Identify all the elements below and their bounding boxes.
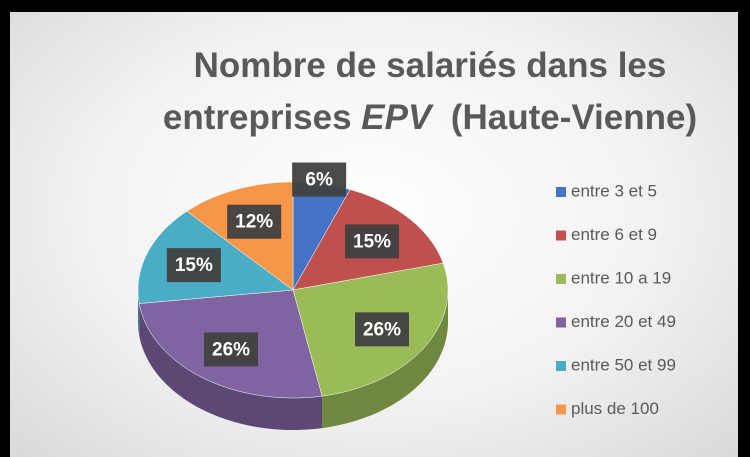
data-label-box — [345, 224, 400, 259]
slice-side — [139, 303, 323, 430]
legend-swatch — [556, 361, 566, 371]
data-label: 12% — [235, 212, 273, 233]
data-label: 26% — [363, 319, 401, 340]
legend-label: entre 50 et 99 — [571, 355, 676, 374]
title-run: (Haute-Vienne) — [431, 98, 698, 137]
title-run: EPV — [361, 98, 432, 137]
legend-swatch — [556, 317, 566, 328]
title-line: Nombre de salariés dans les — [110, 40, 750, 92]
data-label: 15% — [353, 231, 391, 252]
data-label-box — [166, 248, 221, 283]
title-run: entreprises — [162, 98, 362, 137]
slice-side — [322, 290, 448, 429]
legend-label: entre 20 et 49 — [571, 312, 676, 331]
legend-swatch — [556, 230, 566, 241]
data-label: 26% — [212, 339, 250, 360]
legend-label: entre 3 et 5 — [571, 181, 657, 200]
legend-swatch — [556, 274, 566, 284]
slice-side — [138, 290, 140, 336]
legend-label: entre 10 a 19 — [571, 268, 671, 287]
data-label-box — [227, 204, 282, 239]
title-run: Nombre de salariés dans les — [193, 46, 667, 85]
legend-swatch — [556, 404, 566, 415]
data-label-box — [204, 332, 259, 367]
data-label: 15% — [175, 255, 213, 276]
data-label-box — [354, 312, 409, 347]
legend-label: entre 6 et 9 — [571, 225, 657, 244]
data-label-box — [292, 162, 347, 197]
legend-label: plus de 100 — [571, 399, 659, 418]
title-line: entreprises EPV (Haute-Vienne) — [110, 92, 750, 144]
legend-swatch — [556, 187, 566, 197]
chart-title: Nombre de salariés dans les entreprises E… — [110, 40, 750, 144]
data-label: 6% — [305, 170, 333, 191]
